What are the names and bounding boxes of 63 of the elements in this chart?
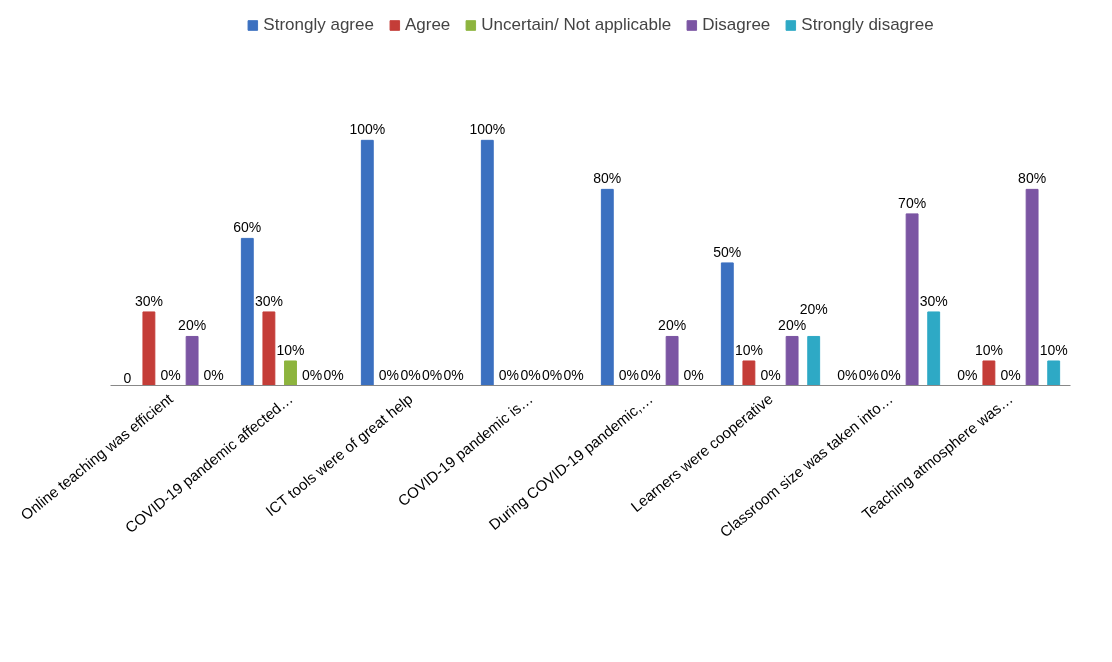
data-label: 20% — [178, 317, 207, 334]
data-label: 0% — [520, 366, 541, 383]
bar — [665, 335, 679, 386]
data-label: 0% — [563, 366, 584, 383]
data-label: 0% — [541, 366, 563, 383]
data-label: 0% — [301, 366, 323, 383]
bar — [1047, 360, 1061, 386]
data-label: 0% — [837, 366, 858, 383]
data-label: 0% — [618, 366, 640, 383]
data-label: 70% — [898, 194, 927, 211]
bar — [1025, 188, 1039, 386]
bar — [982, 360, 996, 386]
data-label: 20% — [799, 300, 828, 317]
data-label: 0% — [640, 366, 661, 383]
data-label: 30% — [919, 292, 948, 309]
legend-label: Strongly agree — [263, 15, 374, 35]
data-label: 0% — [498, 366, 520, 383]
data-label: 0% — [880, 366, 901, 383]
bar — [480, 139, 494, 386]
data-label: 10% — [734, 341, 763, 358]
data-label: 20% — [658, 317, 687, 334]
data-label: 30% — [134, 292, 163, 309]
bar — [905, 213, 919, 386]
data-label: 0% — [858, 366, 880, 383]
data-label: 0% — [421, 366, 443, 383]
data-label: 0% — [160, 366, 181, 383]
data-label: 60% — [233, 219, 262, 236]
data-label: 0% — [443, 366, 464, 383]
data-label: 0% — [957, 366, 978, 383]
data-label: 80% — [1018, 170, 1047, 187]
data-label: 100% — [469, 121, 506, 138]
bar — [742, 360, 756, 386]
data-label: 80% — [593, 170, 622, 187]
data-label: 50% — [713, 243, 742, 260]
legend-label: Strongly disagree — [801, 15, 934, 35]
bar — [240, 237, 254, 386]
bar — [185, 335, 199, 386]
legend-label: Uncertain/ Not applicable — [481, 15, 672, 35]
data-label: 10% — [1039, 341, 1068, 358]
data-label: 0% — [378, 366, 400, 383]
data-label: 10% — [974, 341, 1003, 358]
data-label: 10% — [276, 341, 305, 358]
data-label: 0% — [760, 366, 781, 383]
bar — [284, 360, 297, 386]
data-label: 100% — [349, 121, 386, 138]
bar — [360, 139, 374, 386]
bar — [262, 311, 276, 386]
bar — [720, 262, 734, 386]
data-label: 0% — [683, 366, 704, 383]
legend-label: Agree — [404, 15, 451, 35]
data-label: 0% — [1000, 366, 1021, 383]
bar — [927, 311, 941, 386]
bar — [807, 335, 821, 386]
data-label: 0% — [323, 366, 344, 383]
data-label: 0 — [123, 369, 132, 386]
data-label: 30% — [254, 292, 283, 309]
bar — [600, 188, 614, 386]
bar — [142, 311, 156, 386]
data-label: 20% — [778, 317, 807, 334]
bar — [785, 335, 799, 386]
legend-label: Disagree — [702, 15, 771, 35]
data-label: 0% — [400, 366, 421, 383]
data-label: 0% — [203, 366, 224, 383]
